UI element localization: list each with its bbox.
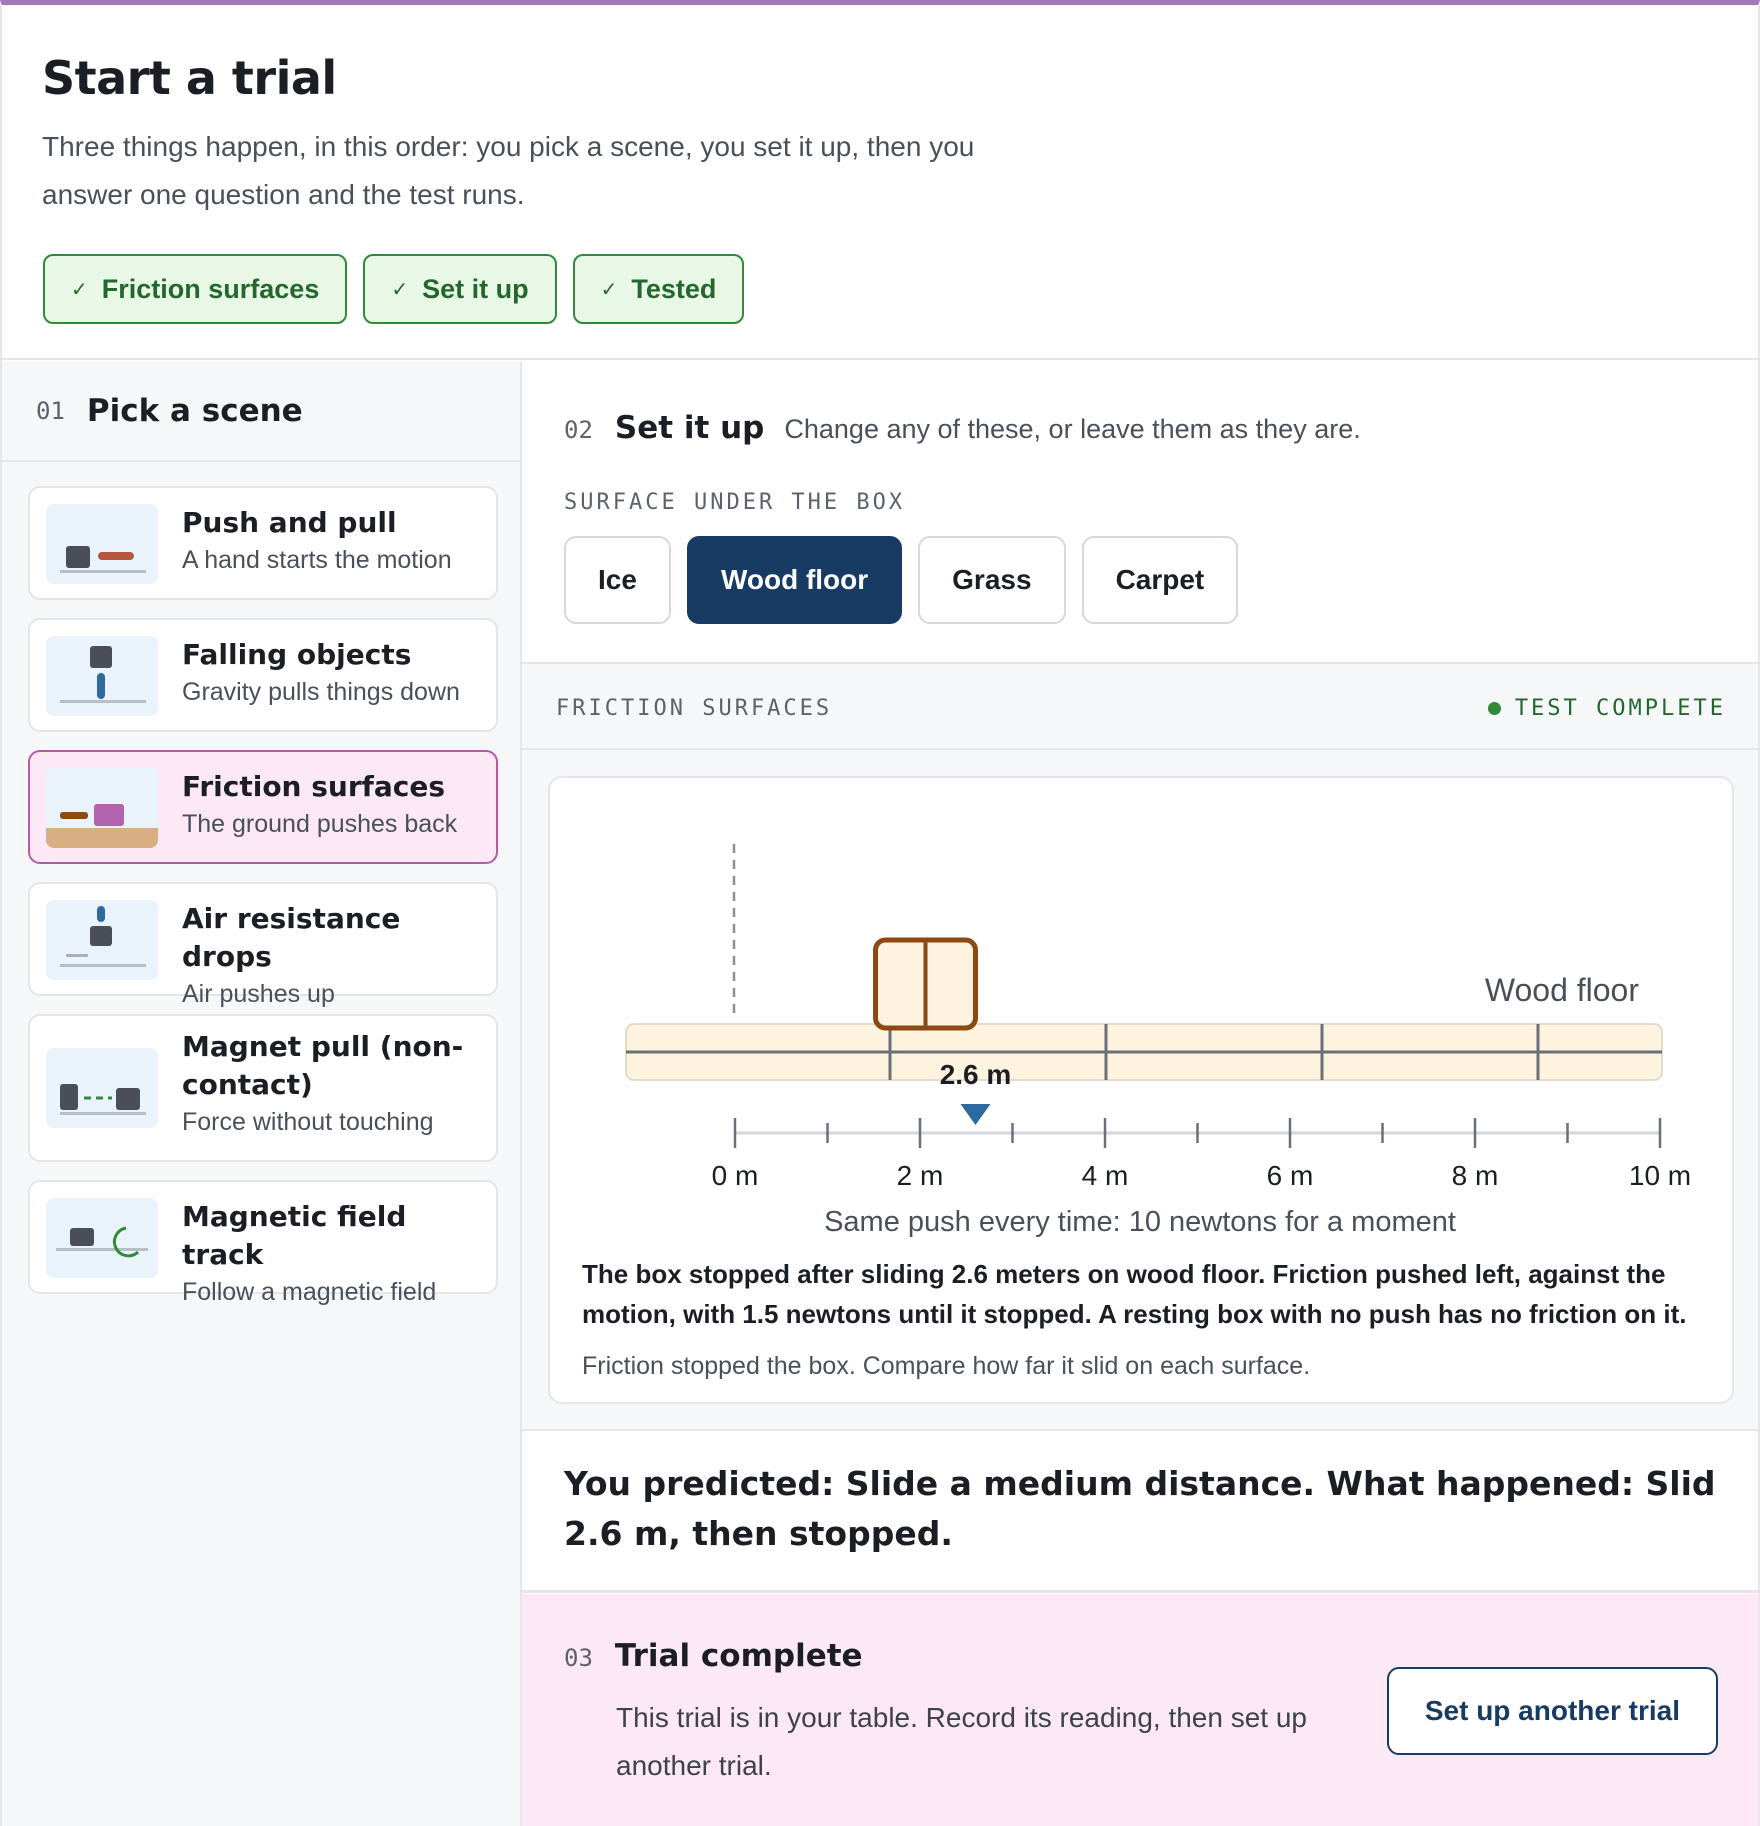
prediction-text: You predicted: Slide a medium distance. … [564,1464,1716,1553]
surface-options: Ice Wood floor Grass Carpet [564,536,1239,624]
sidebar-header: 01 Pick a scene [2,362,520,462]
push-pull-icon [46,504,158,584]
air-resistance-icon [46,900,158,980]
scene-card-friction-surfaces[interactable]: Friction surfaces The ground pushes back [28,750,498,864]
magnetic-field-icon [46,1198,158,1278]
scene-title: Magnet pull (non-contact) [182,1030,464,1101]
scene-card-air-resistance[interactable]: Air resistance drops Air pushes up [28,882,498,1008]
axis-tick-label: 0 m [712,1160,759,1191]
complete-title: Trial complete [614,1638,863,1674]
status-text: TEST COMPLETE [1514,696,1726,721]
progress-steps: ✓ Friction surfaces ✓ Set it up ✓ Tested [43,254,745,324]
check-icon: ✓ [71,278,88,301]
step-number: 02 [564,416,593,444]
scene-desc: The ground pushes back [182,810,458,838]
scene-title: Friction surfaces [182,770,445,803]
scene-title: Push and pull [182,506,397,539]
axis-tick-label: 2 m [897,1160,944,1191]
step-label: Set it up [422,273,529,304]
status-dot-icon [1487,702,1501,715]
check-icon: ✓ [600,278,618,301]
simulation-label: FRICTION SURFACES [556,696,833,721]
page-title: Start a trial [42,51,337,105]
simulation-area: Wood floor 2.6 m 0 m 2 m 4 m 6 m [522,750,1758,1431]
surface-label: SURFACE UNDER THE BOX [564,490,906,515]
simulation-header: FRICTION SURFACES TEST COMPLETE [522,664,1758,750]
scene-card-magnetic-field-track[interactable]: Magnetic field track Follow a magnetic f… [28,1180,498,1306]
step-number: 01 [36,397,65,425]
friction-surfaces-icon [46,768,158,848]
surface-option-carpet[interactable]: Carpet [1081,536,1239,624]
surface-name-label: Wood floor [1485,972,1640,1008]
setup-title: Set it up [614,410,765,446]
scene-desc: A hand starts the motion [182,546,452,574]
axis-tick-label: 6 m [1267,1160,1314,1191]
surface-option-grass[interactable]: Grass [918,536,1066,624]
step-chip-setup[interactable]: ✓ Set it up [363,254,557,324]
step-chip-scene[interactable]: ✓ Friction surfaces [43,254,348,324]
scene-card-magnet-pull[interactable]: Magnet pull (non-contact) Force without … [28,1014,498,1162]
trial-complete-section: 03 Trial complete This trial is in your … [522,1594,1758,1826]
step-chip-tested[interactable]: ✓ Tested [572,254,745,324]
surface-option-wood-floor[interactable]: Wood floor [686,536,903,624]
falling-objects-icon [46,636,158,716]
main-panel: 02 Set it up Change any of these, or lea… [522,362,1758,1826]
axis-tick-label: 4 m [1082,1160,1129,1191]
status-badge: TEST COMPLETE [1487,696,1726,721]
scene-desc: Follow a magnetic field [182,1278,437,1306]
axis-ticks [733,1118,1662,1148]
simulation-panel: Wood floor 2.6 m 0 m 2 m 4 m 6 m [548,776,1734,1404]
result-note: Friction stopped the box. Compare how fa… [582,1352,1311,1380]
sidebar-title: Pick a scene [86,393,303,429]
distance-label: 2.6 m [940,1059,1012,1090]
surface-option-ice[interactable]: Ice [564,536,671,624]
axis-tick-label: 10 m [1629,1160,1691,1191]
scene-title: Air resistance drops [182,902,401,973]
scene-card-falling-objects[interactable]: Falling objects Gravity pulls things dow… [28,618,498,732]
axis-tick-label: 8 m [1452,1160,1499,1191]
page-subtitle: Three things happen, in this order: you … [42,131,975,210]
check-icon: ✓ [391,278,409,301]
prediction-section: You predicted: Slide a medium distance. … [522,1431,1758,1593]
set-up-another-trial-button[interactable]: Set up another trial [1386,1667,1718,1755]
box-icon [873,937,978,1031]
scene-title: Magnetic field track [182,1200,407,1271]
result-text: The box stopped after sliding 2.6 meters… [582,1259,1687,1329]
scene-desc: Gravity pulls things down [182,678,460,706]
scene-card-push-pull[interactable]: Push and pull A hand starts the motion [28,486,498,600]
scene-title: Falling objects [182,638,412,671]
step-label: Tested [631,273,717,304]
setup-section: 02 Set it up Change any of these, or lea… [522,362,1758,664]
simulation-canvas: Wood floor 2.6 m 0 m 2 m 4 m 6 m [625,844,1691,1238]
setup-hint: Change any of these, or leave them as th… [784,414,1361,444]
scene-sidebar: 01 Pick a scene Push and pull A hand sta… [2,362,522,1826]
complete-text: This trial is in your table. Record its … [616,1702,1308,1781]
scene-desc: Force without touching [182,1108,434,1136]
magnet-pull-icon [46,1048,158,1128]
distance-marker-icon [960,1104,991,1125]
scene-desc: Air pushes up [182,980,335,1008]
step-label: Friction surfaces [101,273,320,304]
page-header: Start a trial Three things happen, in th… [2,5,1758,360]
push-caption: Same push every time: 10 newtons for a m… [824,1206,1456,1238]
step-number: 03 [564,1644,593,1672]
